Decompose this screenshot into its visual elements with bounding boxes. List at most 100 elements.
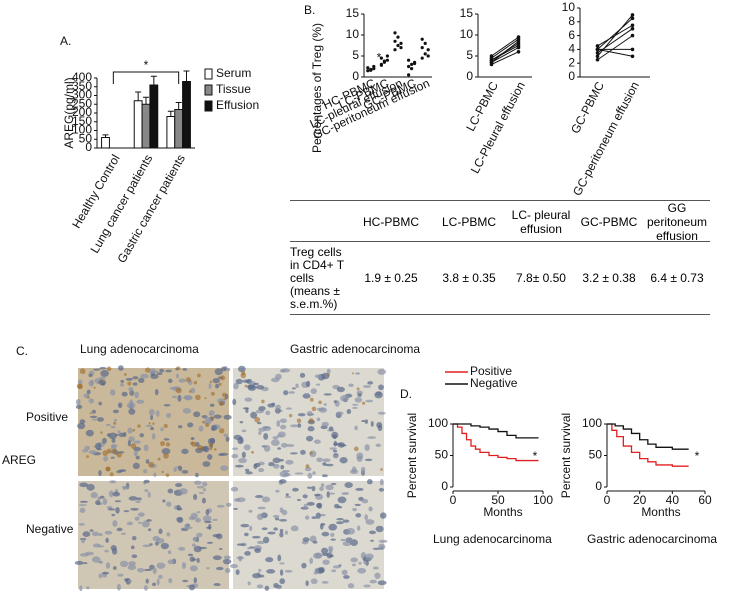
stain (163, 453, 169, 459)
stain (76, 383, 83, 389)
cell (368, 530, 377, 535)
cell (98, 573, 103, 579)
stain (111, 449, 117, 454)
data-point (393, 31, 397, 35)
cell (82, 531, 91, 537)
cell (223, 555, 231, 560)
caption: Gastric adenocarcinoma (587, 532, 717, 546)
stain (327, 373, 330, 377)
cell (341, 569, 348, 576)
cell (162, 499, 166, 503)
cell (316, 417, 321, 422)
cell (290, 424, 299, 428)
y-tick-label: 50 (79, 131, 93, 145)
cell (332, 434, 337, 440)
stain (221, 392, 227, 398)
cell (131, 554, 138, 559)
cell (212, 533, 221, 538)
cell (302, 537, 310, 542)
legend-swatch (204, 84, 213, 96)
cell (252, 573, 261, 579)
cell (344, 482, 353, 488)
table-cell: 7.8± 0.50 (516, 271, 566, 285)
cell (321, 553, 329, 557)
cell (243, 532, 249, 537)
stain (353, 446, 359, 452)
cell (82, 449, 89, 453)
cell (135, 500, 141, 504)
cell (189, 556, 195, 562)
cell (290, 452, 298, 455)
cell (261, 527, 268, 531)
cell (284, 569, 293, 573)
cell (190, 512, 198, 519)
cell (110, 456, 115, 459)
cell (193, 411, 201, 418)
cell (290, 525, 299, 532)
cell (136, 399, 145, 404)
cell (307, 472, 313, 479)
cell (95, 500, 101, 506)
cell (370, 420, 374, 427)
cell (253, 382, 259, 386)
cell (372, 566, 379, 570)
cell (115, 507, 120, 514)
cell (79, 482, 89, 488)
cell (198, 425, 204, 432)
cell (343, 575, 350, 579)
cell (121, 532, 126, 535)
cell (178, 546, 186, 551)
data-point (516, 50, 521, 54)
cell (306, 410, 313, 417)
data-point (423, 52, 427, 56)
bar (133, 100, 143, 149)
cell (306, 501, 315, 506)
panel-label: C. (16, 344, 28, 358)
cell (285, 459, 294, 465)
annotation: * (144, 58, 149, 72)
cell (306, 380, 311, 388)
cell (258, 467, 265, 473)
cell (127, 439, 131, 447)
cell (88, 398, 95, 404)
cell (225, 436, 230, 442)
cell (209, 413, 213, 416)
stain (148, 422, 151, 425)
cell (378, 543, 386, 550)
cell (110, 425, 116, 429)
cell (112, 520, 118, 527)
cell (306, 486, 313, 489)
y-axis-label: Percentages of Treg (%) (310, 23, 324, 153)
pair-line (491, 47, 519, 63)
cell (247, 547, 251, 550)
data-point (420, 37, 424, 41)
pair-line (491, 36, 519, 57)
cell (146, 519, 152, 522)
cell (333, 400, 337, 404)
cell (152, 535, 160, 542)
cell (140, 373, 149, 379)
data-point (489, 60, 494, 65)
stain (197, 445, 203, 451)
y-tick-label: 400 (72, 70, 92, 84)
stain (148, 461, 155, 468)
cell (169, 386, 179, 390)
stain (157, 457, 161, 461)
pair-line (491, 40, 519, 63)
cell (104, 530, 113, 535)
cell (104, 549, 109, 553)
cell (322, 559, 330, 565)
y-tick-label: 15 (346, 6, 360, 20)
cell (340, 395, 349, 402)
stain (254, 416, 261, 423)
row-label: Negative (26, 522, 74, 536)
stain (191, 441, 197, 447)
cell (98, 469, 102, 477)
cell (321, 531, 330, 537)
stain (137, 424, 141, 428)
cell (98, 379, 107, 386)
cell (151, 433, 156, 440)
stain (351, 372, 355, 375)
cell (91, 418, 98, 421)
